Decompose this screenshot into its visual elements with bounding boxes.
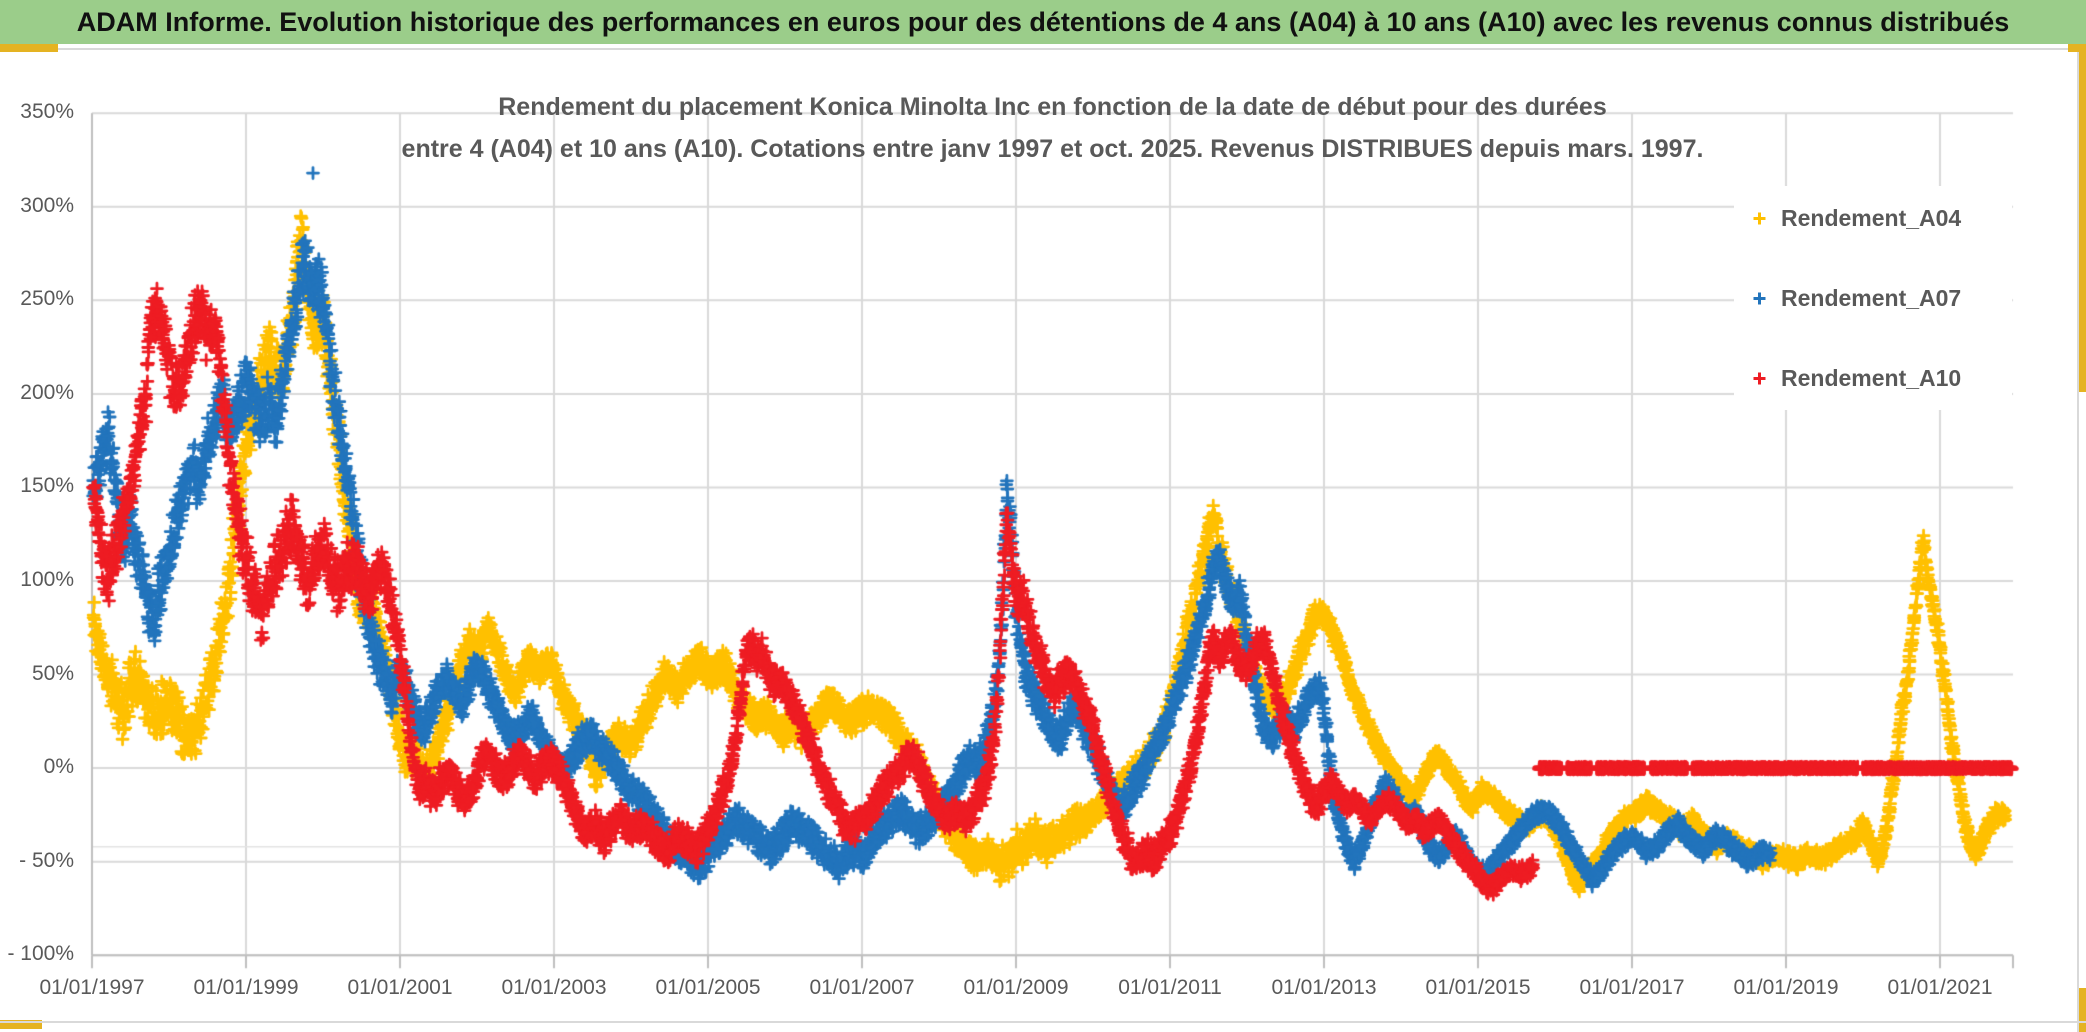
plus-marker-icon <box>1753 372 1766 384</box>
legend-item-a04[interactable]: Rendement_A04 <box>1752 200 2012 236</box>
y-axis-label: 0% <box>43 755 74 779</box>
chart-title: Rendement du placement Konica Minolta In… <box>92 86 2013 170</box>
x-axis-label: 01/01/2011 <box>1118 976 1222 999</box>
x-axis-label: 01/01/1997 <box>39 976 145 999</box>
chart-legend: Rendement_A04 Rendement_A07 Rendement_A1… <box>1734 186 2012 410</box>
y-axis-label: - 50% <box>19 848 74 872</box>
legend-item-a10[interactable]: Rendement_A10 <box>1752 360 2012 396</box>
plus-marker-icon <box>1753 212 1766 224</box>
x-axis-label: 01/01/2013 <box>1271 976 1377 999</box>
y-axis-label: 300% <box>20 193 74 217</box>
y-axis-label: 100% <box>20 567 74 591</box>
x-axis-label: 01/01/2021 <box>1887 976 1993 999</box>
legend-label: Rendement_A04 <box>1781 204 1962 231</box>
y-axis-label: 350% <box>20 100 74 124</box>
x-axis-label: 01/01/2019 <box>1733 976 1839 999</box>
legend-label: Rendement_A10 <box>1781 364 1962 391</box>
x-axis-label: 01/01/2009 <box>963 976 1069 999</box>
plus-marker-icon <box>1753 292 1766 304</box>
x-axis-label: 01/01/2007 <box>809 976 915 999</box>
chart-title-line2: entre 4 (A04) et 10 ans (A10). Cotations… <box>401 135 1704 163</box>
y-axis-label: 200% <box>20 380 74 404</box>
legend-item-a07[interactable]: Rendement_A07 <box>1752 280 2012 316</box>
legend-label: Rendement_A07 <box>1781 284 1962 311</box>
x-axis-label: 01/01/2005 <box>655 976 761 999</box>
x-axis-label: 01/01/2015 <box>1425 976 1531 999</box>
x-axis-label: 01/01/2001 <box>347 976 453 999</box>
y-axis-label: - 100% <box>7 942 74 966</box>
x-axis-label: 01/01/1999 <box>193 976 299 999</box>
chart-title-line1: Rendement du placement Konica Minolta In… <box>498 93 1607 121</box>
x-axis-label: 01/01/2003 <box>501 976 607 999</box>
x-axis-label: 01/01/2017 <box>1579 976 1685 999</box>
y-axis-label: 250% <box>20 287 74 311</box>
y-axis-label: 50% <box>31 661 74 685</box>
y-axis-label: 150% <box>20 474 74 498</box>
